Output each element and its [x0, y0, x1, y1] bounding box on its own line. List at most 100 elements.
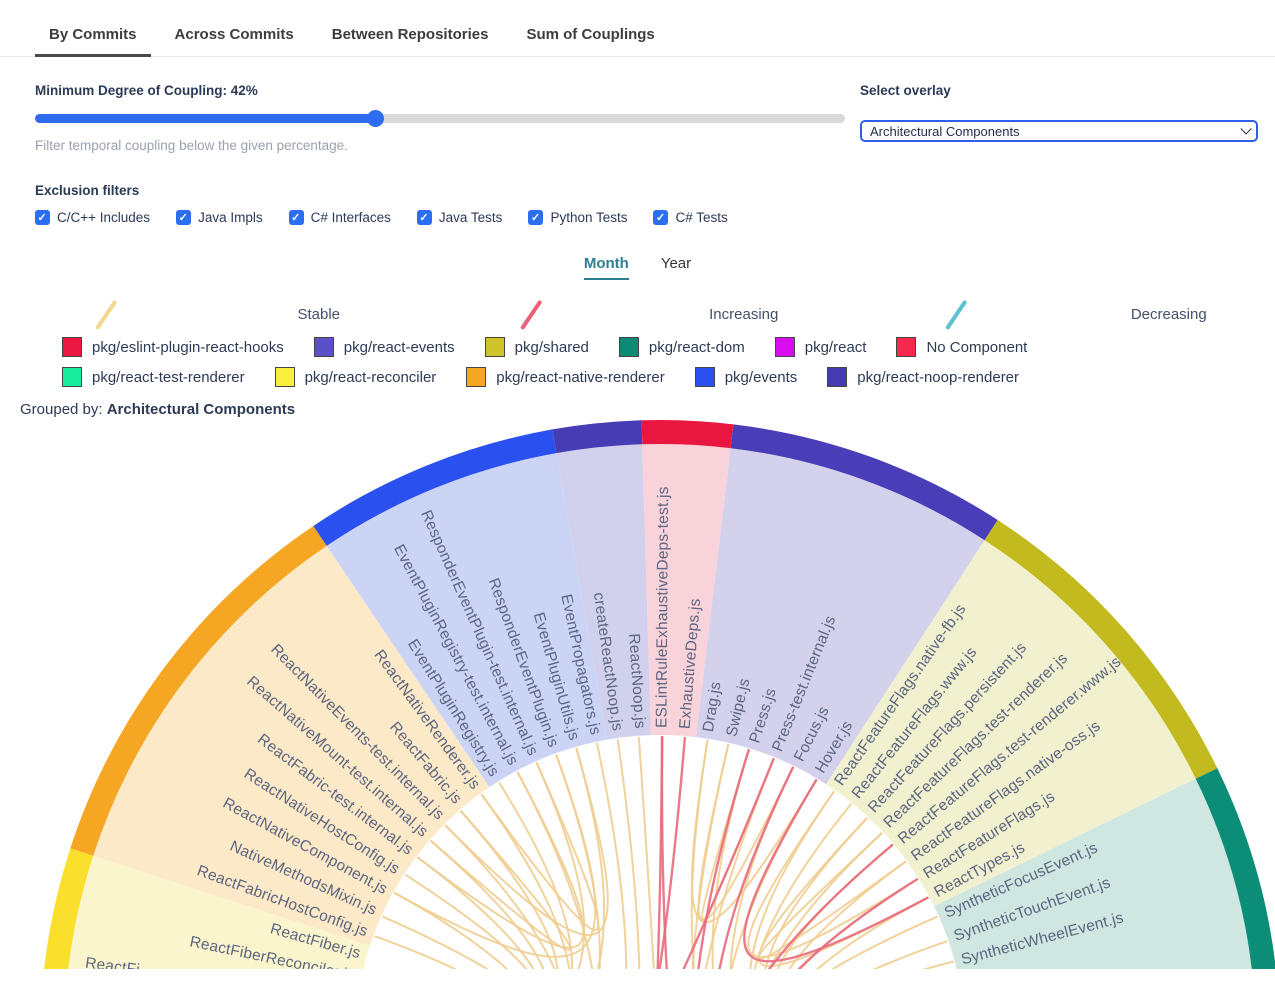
legend-label: pkg/react-native-renderer: [496, 368, 665, 386]
checkbox-java-impls[interactable]: Java Impls: [176, 210, 263, 225]
grouped-by-value: Architectural Components: [106, 401, 296, 418]
checkbox-java-tests[interactable]: Java Tests: [416, 210, 503, 225]
coupling-edge-stable: [535, 762, 586, 969]
legend-label: pkg/shared: [514, 338, 589, 356]
checkbox-label: Java Tests: [438, 210, 503, 225]
tab-by-commits[interactable]: By Commits: [35, 14, 151, 57]
legend-label: pkg/eslint-plugin-react-hooks: [92, 338, 284, 356]
wedge-pkg/eslint-plugin-react-hooks[interactable]: [642, 444, 731, 738]
arc-pkg/react-noop-renderer[interactable]: [552, 420, 643, 454]
checkbox-label: Java Impls: [198, 210, 263, 225]
period-month[interactable]: Month: [583, 255, 629, 280]
chevron-down-icon: [1240, 123, 1252, 135]
tab-sum-of-couplings[interactable]: Sum of Couplings: [526, 26, 655, 43]
checkbox-checked-icon[interactable]: [528, 210, 544, 225]
coupling-edge-stable: [596, 742, 628, 969]
tab-between-repositories[interactable]: Between Repositories: [331, 26, 489, 43]
checkbox-checked-icon[interactable]: [288, 210, 304, 225]
color-swatch: [313, 337, 334, 357]
slider-thumb[interactable]: [367, 110, 385, 127]
color-swatch: [466, 367, 487, 387]
tab-bar: By Commits Across Commits Between Reposi…: [0, 14, 1275, 57]
arc-pkg/shared[interactable]: [984, 520, 1218, 779]
decreasing-line-icon: [945, 299, 968, 330]
coupling-edge-stable: [788, 860, 907, 969]
coupling-edge-increasing: [797, 878, 919, 969]
coupling-edge-increasing: [767, 844, 894, 969]
arc-pkg/react-events[interactable]: [730, 424, 998, 541]
arc-pkg/events[interactable]: [313, 429, 557, 546]
legend-label: pkg/react-events: [343, 338, 455, 356]
file-label[interactable]: ReactNoop.js: [625, 633, 648, 729]
checkbox-checked-icon[interactable]: [35, 210, 50, 225]
slider-fill: [35, 114, 376, 123]
color-swatch: [274, 367, 295, 387]
arc-pkg/react-reconciler[interactable]: [43, 848, 94, 969]
wedge-pkg/react-native-renderer[interactable]: [93, 545, 490, 946]
coupling-edge-increasing: [682, 757, 775, 969]
tab-across-commits[interactable]: Across Commits: [174, 26, 294, 43]
checkbox-cpp-includes[interactable]: C/C++ Includes: [35, 210, 150, 225]
checkbox-checked-icon[interactable]: [176, 210, 192, 225]
coupling-edge-stable: [430, 840, 545, 969]
coupling-edge-stable: [747, 790, 918, 958]
color-swatch: [484, 337, 505, 357]
controls-row: Minimum Degree of Coupling: 42% Filter t…: [0, 83, 1275, 153]
trend-legend: Stable Increasing Decreasing: [0, 299, 1275, 330]
hierarchical-edge-bundle[interactable]: ReactFi ReactFiberReconciler.jsReactFiber…: [0, 420, 1275, 969]
checkbox-csharp-tests[interactable]: C# Tests: [653, 210, 728, 225]
legend-label: pkg/react-reconciler: [304, 368, 437, 386]
legend-item: pkg/eslint-plugin-react-hooks: [62, 337, 284, 357]
coupling-edge-stable: [764, 817, 868, 969]
checkbox-checked-icon[interactable]: [653, 210, 669, 225]
wedge-pkg/shared[interactable]: [826, 540, 1196, 907]
slider-track[interactable]: [35, 114, 845, 123]
legend-item: pkg/react-noop-renderer: [827, 367, 1019, 387]
coupling-edge-stable: [637, 736, 655, 969]
period-year[interactable]: Year: [660, 255, 692, 272]
coupling-edge-stable: [691, 739, 818, 924]
coupling-edge-increasing: [660, 735, 668, 969]
color-swatch: [694, 367, 715, 387]
arc-pkg/react-dom[interactable]: [1195, 768, 1275, 969]
coupling-edge-stable: [480, 793, 571, 969]
wedge-pkg/react-noop-renderer[interactable]: [556, 444, 652, 740]
file-label[interactable]: ESLintRuleExhaustiveDeps-test.js: [653, 486, 672, 728]
wedge-pkg/events[interactable]: [326, 453, 607, 788]
color-swatch: [618, 337, 639, 357]
coupling-diagram[interactable]: ReactFi ReactFiberReconciler.js ReactFiber…: [0, 420, 1275, 969]
coupling-slider-help: Filter temporal coupling below the given…: [35, 138, 348, 153]
checkbox-csharp-interfaces[interactable]: C# Interfaces: [288, 210, 391, 225]
legend-item: pkg/shared: [484, 337, 589, 357]
wedge-pkg/react-events[interactable]: [696, 448, 985, 785]
coupling-edge-stable: [444, 824, 556, 969]
coupling-slider[interactable]: [35, 110, 845, 127]
overlay-select-label: Select overlay: [860, 83, 951, 98]
overlay-select[interactable]: Architectural Components: [860, 120, 1258, 142]
checkbox-python-tests[interactable]: Python Tests: [528, 210, 627, 225]
coupling-edge-stable: [498, 782, 574, 969]
coupling-edge-stable: [753, 803, 852, 969]
coupling-edge-stable: [394, 754, 597, 958]
legend-item: No Component: [896, 337, 1027, 357]
color-swatch: [774, 337, 795, 357]
exclusion-filters-title: Exclusion filters: [35, 183, 140, 198]
coupling-edge-stable: [404, 874, 528, 969]
coupling-edge-increasing: [656, 735, 664, 969]
wedge-pkg/react-dom[interactable]: [934, 778, 1255, 969]
checkbox-label: Python Tests: [550, 210, 628, 225]
legend-item: pkg/react-dom: [618, 337, 745, 357]
wedge-pkg/react-reconciler[interactable]: [67, 855, 370, 969]
checkbox-checked-icon[interactable]: [416, 210, 432, 225]
coupling-edge-stable: [417, 856, 535, 969]
coupling-edge-stable: [382, 915, 489, 969]
coupling-edge-stable: [768, 832, 883, 969]
legend-item: pkg/react-reconciler: [274, 367, 437, 387]
coupling-slider-label: Minimum Degree of Coupling: 42%: [35, 83, 258, 98]
arc-pkg/eslint-plugin-react-hooks[interactable]: [641, 420, 734, 449]
arc-pkg/react-native-renderer[interactable]: [70, 526, 327, 856]
overlay-selected-value: Architectural Components: [870, 123, 1020, 139]
coupling-edge-stable: [921, 960, 954, 969]
coupling-edge-stable: [616, 738, 641, 969]
color-swatch: [896, 337, 917, 357]
